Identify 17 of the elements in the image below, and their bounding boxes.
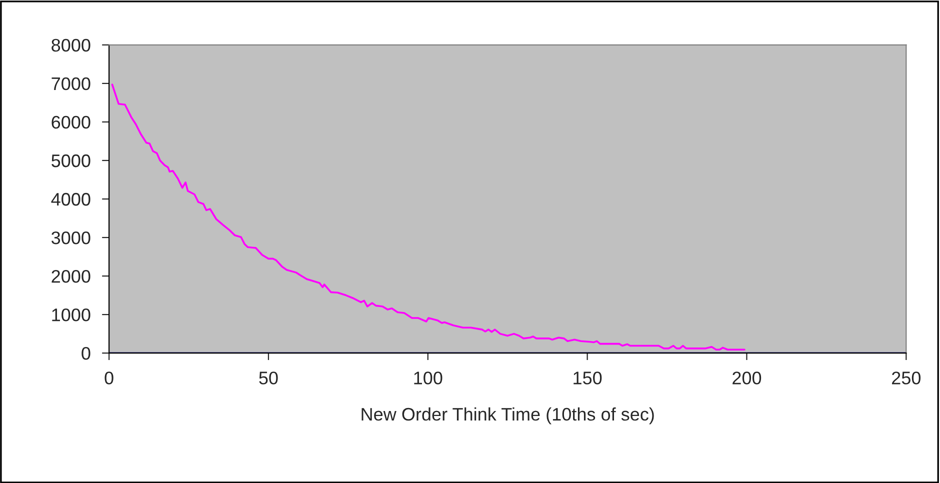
y-tick-label: 8000 xyxy=(52,38,90,52)
y-tick-label: 7000 xyxy=(52,77,90,90)
x-tick-label: 250 xyxy=(892,372,921,384)
y-tick-label: 3000 xyxy=(52,231,90,244)
x-tick-label: 50 xyxy=(259,372,278,384)
x-tick-label: 100 xyxy=(414,372,442,384)
y-tick-label: 2000 xyxy=(52,270,90,283)
y-tick-label: 4000 xyxy=(51,192,90,206)
y-tick-label: 5000 xyxy=(52,154,90,168)
y-tick-label: 1000 xyxy=(52,308,90,322)
y-tick-label: 0 xyxy=(82,347,90,360)
x-tick-label: 0 xyxy=(104,372,114,384)
x-tick-label: 150 xyxy=(574,372,602,384)
line-series xyxy=(111,84,746,351)
x-tick-label: 200 xyxy=(732,372,762,384)
y-tick-label: 6000 xyxy=(52,116,90,129)
x-axis-title: New Order Think Time (10ths of sec) xyxy=(362,407,654,424)
